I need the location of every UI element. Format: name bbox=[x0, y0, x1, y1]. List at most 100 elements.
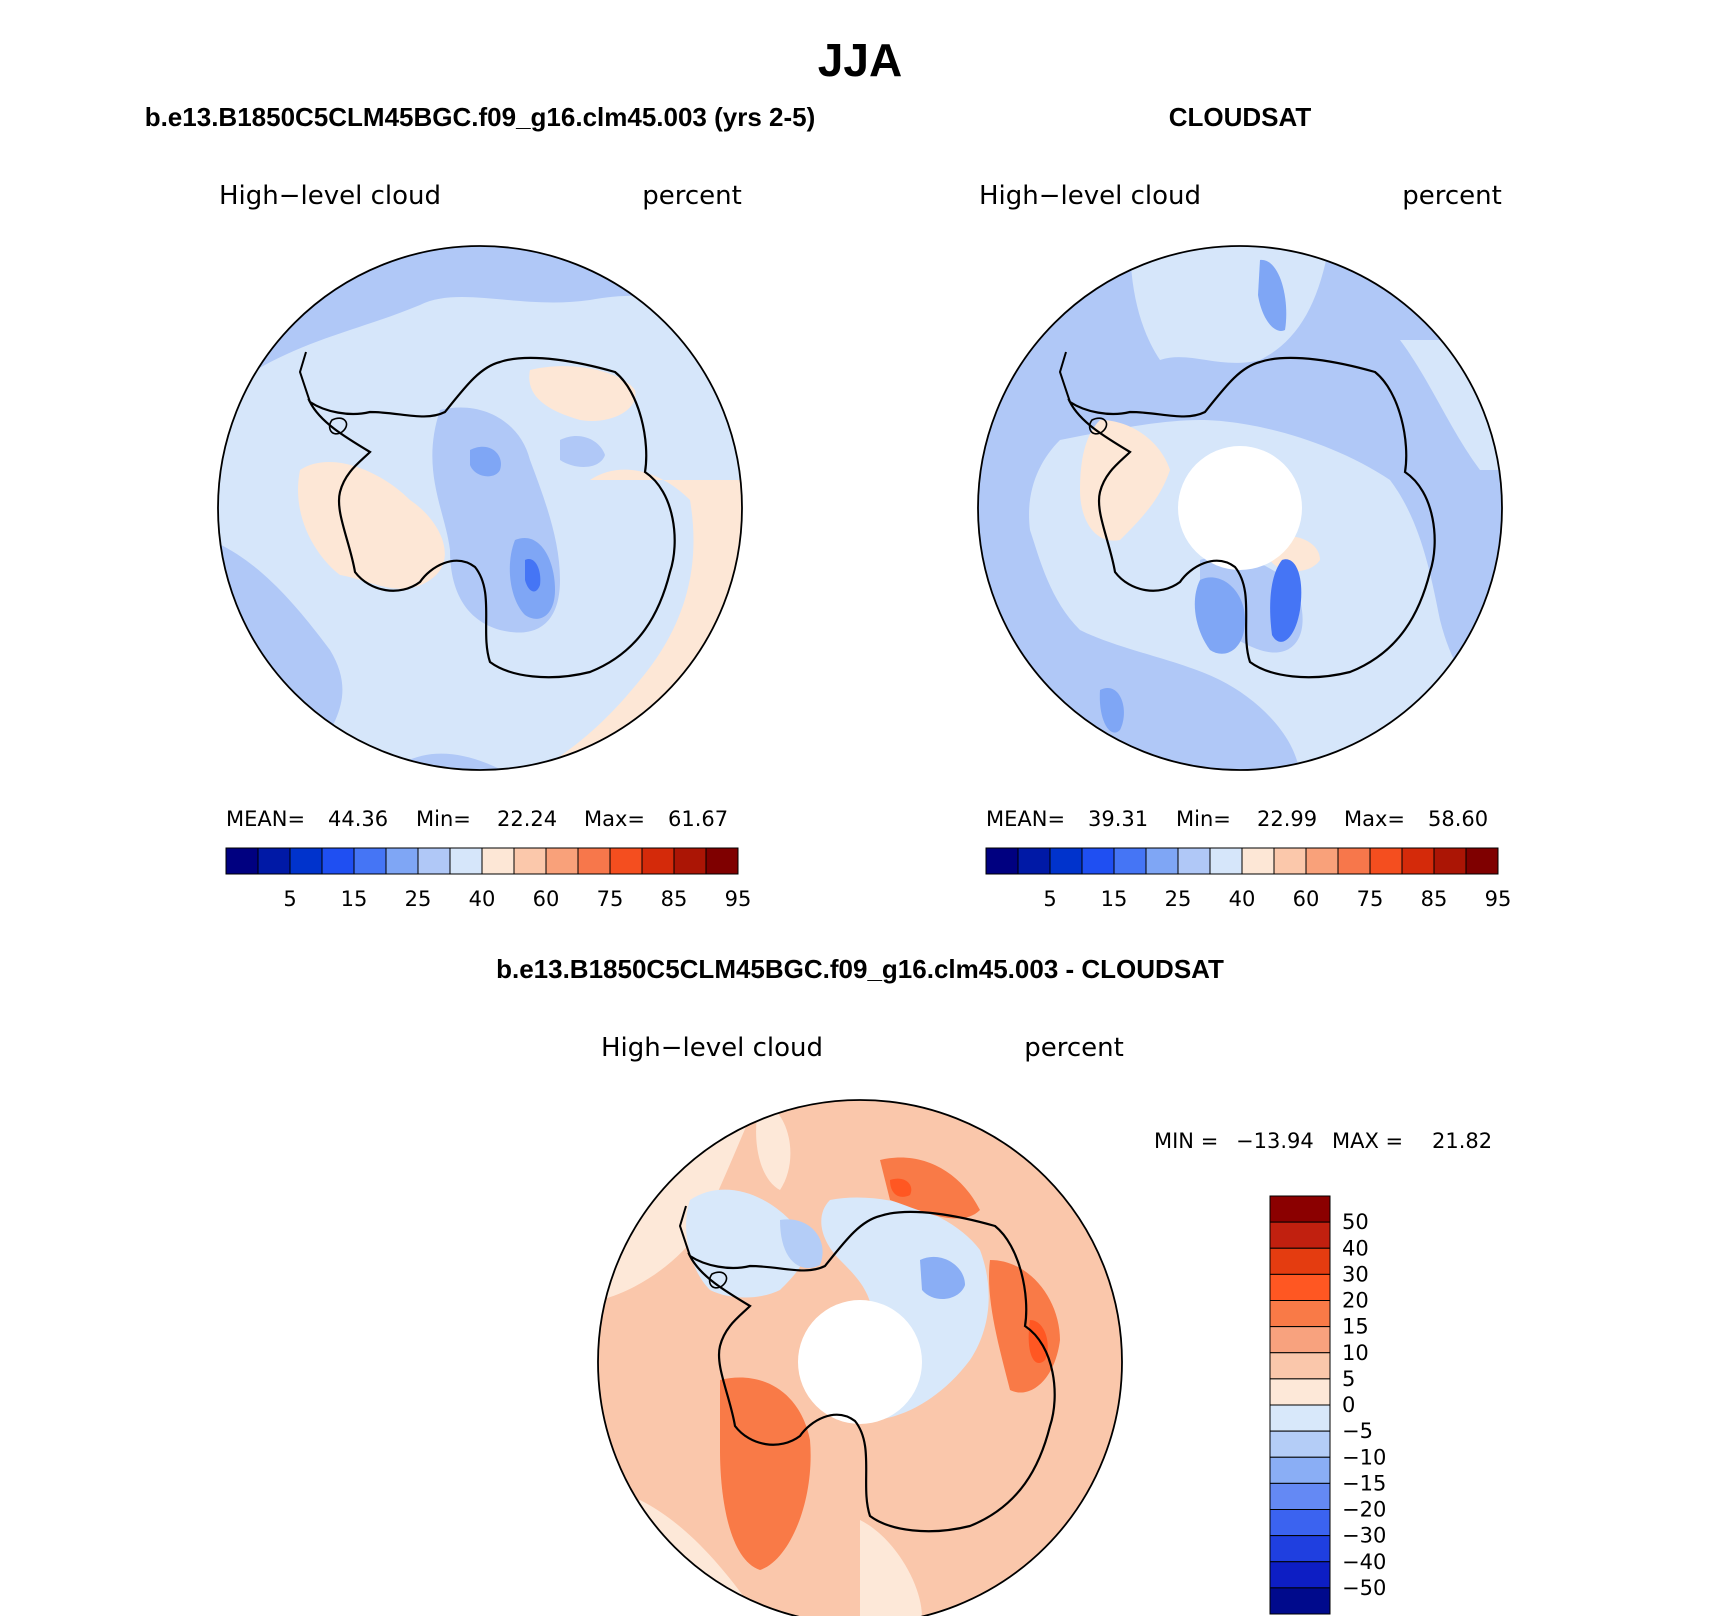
panel-obs-mean-label: MEAN= bbox=[986, 807, 1065, 831]
panel-obs-map bbox=[978, 246, 1502, 770]
panel-obs-colorbar-swatch bbox=[1241, 847, 1275, 875]
panel-obs-colorbar-swatch bbox=[1337, 847, 1371, 875]
panel-model-colorbar-tick-label: 85 bbox=[661, 887, 688, 911]
panel-obs-colorbar-swatch bbox=[1177, 847, 1211, 875]
panel-diff-colorbar-swatch bbox=[1269, 1326, 1331, 1354]
panel-model-mean-value: 44.36 bbox=[328, 807, 388, 831]
panel-diff-colorbar-swatch bbox=[1269, 1195, 1331, 1223]
panel-diff-colorbar-swatch bbox=[1269, 1300, 1331, 1328]
panel-diff-colorbar-swatch bbox=[1269, 1482, 1331, 1510]
panel-diff-colorbar-tick-label: 15 bbox=[1342, 1315, 1369, 1339]
panel-diff-colorbar-tick-label: 30 bbox=[1342, 1262, 1369, 1286]
panel-obs-min-value: 22.99 bbox=[1257, 807, 1317, 831]
panel-obs-heading: CLOUDSAT bbox=[1169, 102, 1312, 132]
panel-model-colorbar-swatch bbox=[577, 847, 611, 875]
panel-diff-colorbar-tick-label: −30 bbox=[1342, 1524, 1386, 1548]
panel-diff-colorbar-swatch bbox=[1269, 1535, 1331, 1563]
panel-diff-min-label: MIN = bbox=[1154, 1129, 1218, 1153]
panel-diff-max-label: MAX = bbox=[1332, 1129, 1403, 1153]
panel-diff-colorbar-swatch bbox=[1269, 1247, 1331, 1275]
panel-diff-colorbar-tick-label: 50 bbox=[1342, 1210, 1369, 1234]
panel-diff: b.e13.B1850C5CLM45BGC.f09_g16.clm45.003 … bbox=[496, 954, 1492, 1616]
panel-obs-colorbar-swatch bbox=[1433, 847, 1467, 875]
page-title: JJA bbox=[818, 34, 902, 86]
panel-diff-colorbar-swatch bbox=[1269, 1352, 1331, 1380]
panel-diff-colorbar-tick-label: 10 bbox=[1342, 1341, 1369, 1365]
panel-model-colorbar-tick-label: 25 bbox=[405, 887, 432, 911]
panel-model-colorbar-tick-label: 40 bbox=[469, 887, 496, 911]
panel-diff-units-label: percent bbox=[1024, 1033, 1124, 1063]
panel-model-colorbar-swatch bbox=[641, 847, 675, 875]
panel-model-mean-label: MEAN= bbox=[226, 807, 305, 831]
panel-diff-colorbar-tick-label: 40 bbox=[1342, 1236, 1369, 1260]
panel-model-colorbar-tick-label: 5 bbox=[283, 887, 296, 911]
panel-model-colorbar-swatch bbox=[417, 847, 451, 875]
panel-obs-colorbar-tick-label: 15 bbox=[1101, 887, 1128, 911]
panel-obs-colorbar-tick-label: 75 bbox=[1357, 887, 1384, 911]
panel-obs-colorbar-swatch bbox=[1081, 847, 1115, 875]
panel-obs-colorbar-swatch bbox=[1113, 847, 1147, 875]
panel-obs-colorbar-tick-label: 5 bbox=[1043, 887, 1056, 911]
panel-model-max-label: Max= bbox=[584, 807, 645, 831]
panel-model-colorbar-tick-label: 75 bbox=[597, 887, 624, 911]
panel-model-colorbar-swatch bbox=[353, 847, 387, 875]
panel-model-colorbar-swatch bbox=[225, 847, 259, 875]
panel-obs: CLOUDSAT High−level cloud percent MEAN= … bbox=[977, 102, 1511, 911]
panel-obs-variable-label: High−level cloud bbox=[979, 181, 1201, 211]
panel-diff-colorbar-tick-label: −50 bbox=[1342, 1576, 1386, 1600]
panel-diff-colorbar-tick-label: 0 bbox=[1342, 1393, 1355, 1417]
panel-diff-colorbar-tick-label: −10 bbox=[1342, 1445, 1386, 1469]
panel-model-min-label: Min= bbox=[416, 807, 471, 831]
panel-model-colorbar-swatch bbox=[545, 847, 579, 875]
panel-model-colorbar-tick-label: 60 bbox=[533, 887, 560, 911]
panel-model-colorbar-swatch bbox=[257, 847, 291, 875]
panel-obs-colorbar-tick-label: 40 bbox=[1229, 887, 1256, 911]
panel-diff-colorbar-tick-label: −20 bbox=[1342, 1498, 1386, 1522]
panel-diff-map bbox=[598, 1100, 1122, 1616]
panel-model-colorbar-tick-label: 15 bbox=[341, 887, 368, 911]
panel-obs-colorbar-swatch bbox=[1145, 847, 1179, 875]
panel-obs-colorbar-swatch bbox=[1209, 847, 1243, 875]
panel-obs-colorbar-swatch bbox=[1017, 847, 1051, 875]
panel-model-colorbar-swatch bbox=[609, 847, 643, 875]
panel-obs-colorbar-tick-label: 85 bbox=[1421, 887, 1448, 911]
panel-model-colorbar-swatch bbox=[289, 847, 323, 875]
panel-obs-min-label: Min= bbox=[1176, 807, 1231, 831]
panel-obs-mean-value: 39.31 bbox=[1088, 807, 1148, 831]
panel-diff-colorbar-swatch bbox=[1269, 1430, 1331, 1458]
panel-obs-colorbar bbox=[985, 847, 1499, 875]
panel-model: b.e13.B1850C5CLM45BGC.f09_g16.clm45.003 … bbox=[145, 102, 816, 911]
panel-diff-colorbar-swatch bbox=[1269, 1404, 1331, 1432]
panel-diff-max-value: 21.82 bbox=[1432, 1129, 1492, 1153]
panel-diff-colorbar-swatch bbox=[1269, 1221, 1331, 1249]
panel-obs-colorbar-tick-label: 95 bbox=[1485, 887, 1512, 911]
panel-model-colorbar-swatch bbox=[385, 847, 419, 875]
panel-diff-colorbar-swatch bbox=[1269, 1378, 1331, 1406]
panel-obs-colorbar-swatch bbox=[1273, 847, 1307, 875]
panel-obs-units-label: percent bbox=[1402, 181, 1502, 211]
panel-model-colorbar bbox=[225, 847, 739, 875]
panel-obs-colorbar-swatch bbox=[1401, 847, 1435, 875]
panel-model-colorbar-swatch bbox=[705, 847, 739, 875]
panel-model-colorbar-swatch bbox=[673, 847, 707, 875]
panel-model-units-label: percent bbox=[642, 181, 742, 211]
panel-model-colorbar-tick-label: 95 bbox=[725, 887, 752, 911]
panel-diff-colorbar-swatch bbox=[1269, 1456, 1331, 1484]
panel-diff-min-value: −13.94 bbox=[1236, 1129, 1314, 1153]
panel-diff-colorbar-tick-label: −15 bbox=[1342, 1471, 1386, 1495]
panel-diff-colorbar-swatch bbox=[1269, 1587, 1331, 1615]
panel-obs-colorbar-swatch bbox=[985, 847, 1019, 875]
panel-obs-colorbar-swatch bbox=[1465, 847, 1499, 875]
panel-obs-colorbar-swatch bbox=[1305, 847, 1339, 875]
panel-model-colorbar-swatch bbox=[449, 847, 483, 875]
panel-obs-colorbar-ticks: 5 15 25 40 60 75 85 95 bbox=[1043, 887, 1511, 911]
panel-diff-variable-label: High−level cloud bbox=[601, 1033, 823, 1063]
panel-diff-colorbar-tick-label: −5 bbox=[1342, 1419, 1373, 1443]
panel-model-min-value: 22.24 bbox=[497, 807, 557, 831]
panel-diff-colorbar-swatch bbox=[1269, 1273, 1331, 1301]
panel-model-map bbox=[218, 246, 742, 770]
panel-model-colorbar-swatch bbox=[481, 847, 515, 875]
panel-diff-colorbar bbox=[1269, 1195, 1331, 1615]
panel-diff-colorbar-tick-label: 20 bbox=[1342, 1289, 1369, 1313]
